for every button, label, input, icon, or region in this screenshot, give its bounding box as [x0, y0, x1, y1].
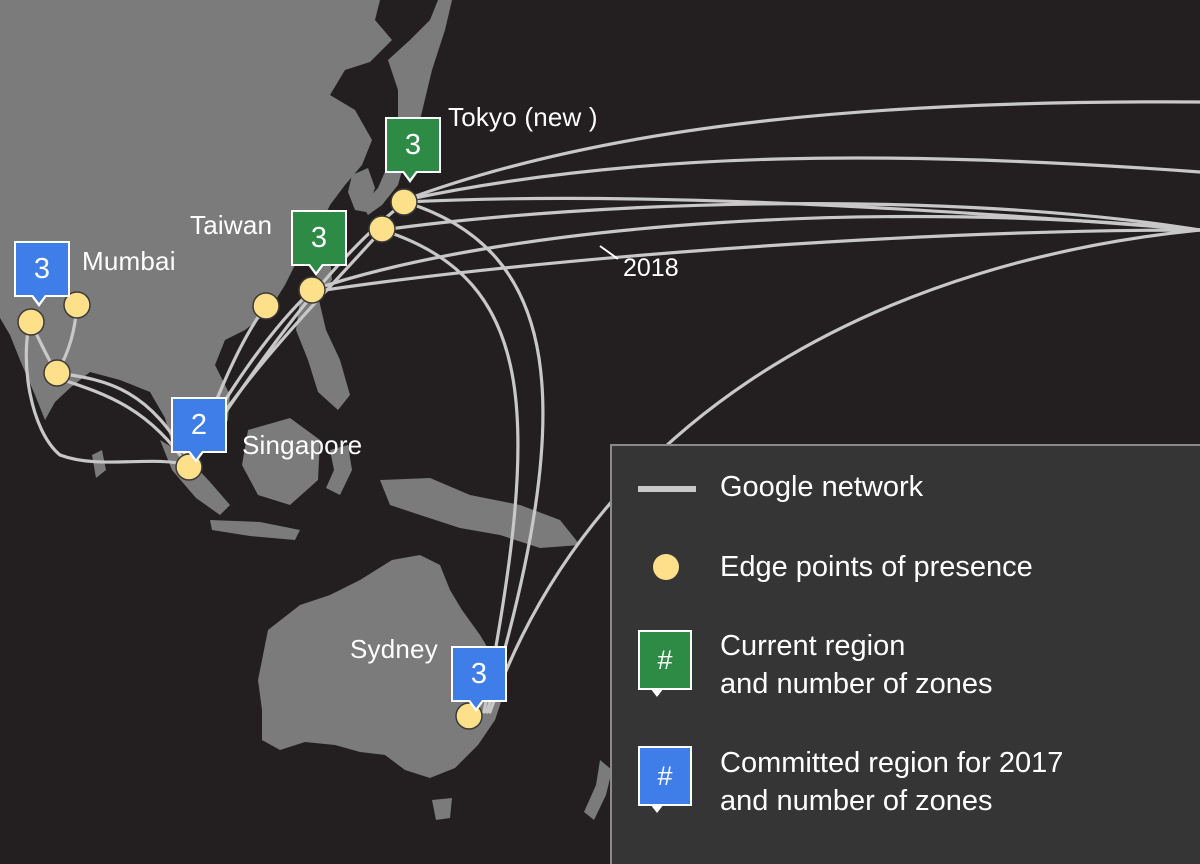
region-label-tokyo: Tokyo (new )	[448, 102, 598, 132]
route-sydney-east	[488, 228, 1200, 714]
borneo	[242, 418, 320, 505]
route-osaka-east	[380, 202, 1200, 232]
edge-pop	[17, 308, 45, 336]
legend-committed-marker-icon: #	[638, 746, 692, 813]
legend-committed-label: Committed region for 2017 and number of …	[720, 747, 1064, 817]
route-tokyo-east-1	[403, 100, 1200, 202]
legend-committed-tip	[650, 804, 664, 813]
legend-pop-dot-icon	[653, 554, 679, 580]
edge-pop	[63, 291, 91, 319]
legend-committed-symbol: #	[638, 746, 692, 806]
new-guinea	[380, 478, 580, 548]
region-marker-singapore: 2	[171, 397, 227, 463]
route-tokyo-east-2	[403, 156, 1200, 202]
route-mumbai-chennai-singapore	[24, 320, 190, 467]
region-marker-sydney: 3	[451, 646, 507, 712]
edge-pop	[368, 215, 396, 243]
region-label-taiwan: Taiwan	[190, 210, 273, 240]
sulawesi	[326, 445, 352, 495]
tasmania	[432, 798, 452, 820]
route-taiwan-2018	[310, 228, 1200, 294]
route-tokyo-sydney-1	[403, 200, 545, 714]
region-marker-tokyo: 3	[385, 117, 441, 183]
route-2018-leader	[599, 245, 619, 260]
new-zealand	[584, 760, 612, 820]
java	[210, 520, 300, 540]
edge-pops	[17, 188, 483, 730]
legend-network-label: Google network	[720, 471, 924, 503]
philippines	[296, 296, 350, 410]
region-marker-mumbai: 3	[14, 241, 70, 307]
legend-current-label: Current region and number of zones	[720, 630, 993, 700]
australia	[258, 555, 505, 778]
legend-current-marker-icon: #	[638, 630, 692, 697]
legend-pop-label: Edge points of presence	[720, 551, 1033, 583]
edge-pop	[390, 188, 418, 216]
japan	[362, 0, 452, 215]
region-marker-taiwan: 3	[291, 210, 347, 276]
region-label-mumbai: Mumbai	[82, 246, 176, 276]
edge-pop	[298, 276, 326, 304]
region-label-sydney: Sydney	[350, 634, 438, 664]
map-legend: Google network Edge points of presence #…	[610, 444, 1200, 864]
legend-current-tip	[650, 688, 664, 697]
sri-lanka	[92, 450, 106, 478]
legend-network-line-icon	[638, 486, 696, 492]
route-year-label: 2018	[623, 254, 679, 282]
edge-pop	[43, 359, 71, 387]
route-taiwan-east	[310, 214, 1200, 292]
mainland-asia	[0, 0, 392, 470]
route-tokyo-sydney-2	[380, 228, 520, 714]
landmasses	[0, 0, 612, 820]
region-label-singapore: Singapore	[242, 430, 363, 460]
edge-pop	[252, 292, 280, 320]
legend-current-symbol: #	[638, 630, 692, 690]
